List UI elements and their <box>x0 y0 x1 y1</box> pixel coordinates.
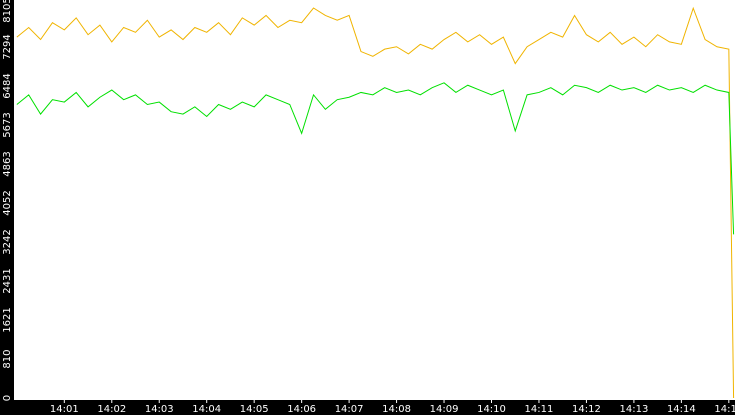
x-tick-label: 14:04 <box>192 404 221 415</box>
x-tick-label: 14:14 <box>667 404 696 415</box>
x-tick-label: 14:02 <box>97 404 126 415</box>
y-tick-label: 5673 <box>2 112 13 137</box>
plot-area <box>14 0 735 400</box>
x-tick-label: 14:03 <box>145 404 174 415</box>
y-tick-label: 6484 <box>2 73 13 98</box>
x-tick-label: 14:15 <box>714 404 735 415</box>
y-tick-label: 2431 <box>2 268 13 293</box>
series-line <box>16 82 735 235</box>
x-tick-label: 14:12 <box>572 404 601 415</box>
x-tick-label: 14:13 <box>619 404 648 415</box>
x-tick-label: 14:11 <box>525 404 554 415</box>
y-tick-label: 1621 <box>2 307 13 332</box>
x-tick-label: 14:08 <box>382 404 411 415</box>
y-tick-label: 3242 <box>2 229 13 254</box>
x-tick-label: 14:10 <box>477 404 506 415</box>
y-tick-label: 4863 <box>2 151 13 176</box>
y-tick-label: 7294 <box>2 34 13 59</box>
y-tick-label: 4052 <box>2 190 13 215</box>
x-tick-label: 14:01 <box>50 404 79 415</box>
x-tick-label: 14:09 <box>430 404 459 415</box>
x-tick-label: 14:07 <box>335 404 364 415</box>
series-line <box>16 6 735 399</box>
x-tick-label: 14:05 <box>240 404 269 415</box>
y-tick-label: 810 <box>2 349 13 368</box>
x-tick-label: 14:06 <box>287 404 316 415</box>
y-tick-label: 8105 <box>2 0 13 23</box>
y-tick-label: 0 <box>2 395 13 401</box>
